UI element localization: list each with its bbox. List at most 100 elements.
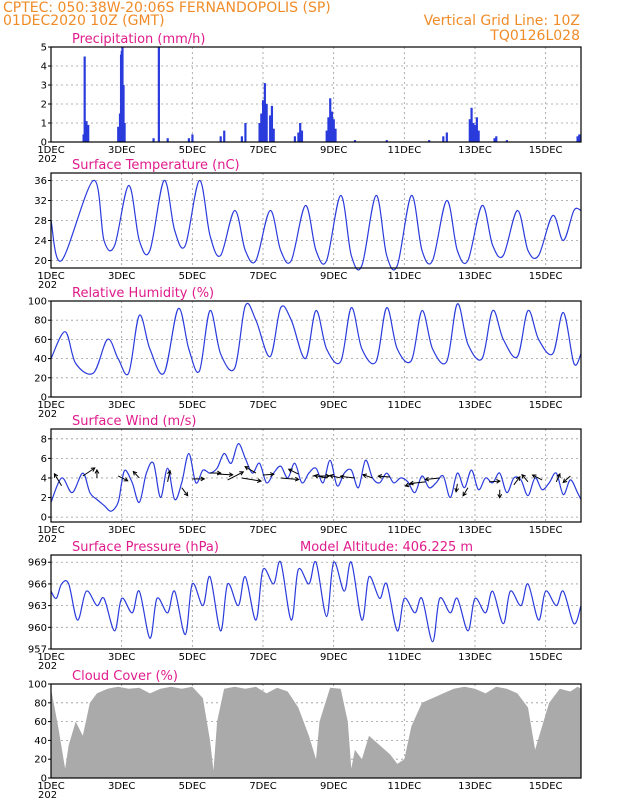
cloud-ytick-2: 40 [34, 736, 47, 747]
precip-bar-4 [117, 126, 120, 142]
cloud-frame [50, 683, 582, 779]
rh-xtick-7: 15DEC [529, 400, 563, 411]
wind-arrow-2 [94, 468, 100, 478]
wind-arrow-30 [521, 473, 529, 483]
precip-ytick-3: 3 [41, 81, 47, 92]
pressure-xtick-2: 5DEC [179, 652, 206, 663]
precip-bar-1 [83, 56, 86, 142]
precip-xtick-6: 13DEC [458, 145, 492, 156]
wind-arrow-head-13 [269, 472, 275, 477]
rh-frame [50, 300, 582, 398]
wind-arrow-head-12 [244, 466, 250, 471]
pressure-xtick-5: 11DEC [387, 652, 421, 663]
pressure-xtick-6: 13DEC [458, 652, 492, 663]
temp-xtick-2: 5DEC [179, 271, 206, 282]
wind-arrow-shaft-19 [340, 475, 355, 479]
cloud-ytick-1: 20 [34, 755, 47, 766]
wind-arrow-15 [287, 468, 299, 475]
cloud-xtick-4: 9DEC [320, 781, 347, 792]
wind-arrow-shaft-31 [532, 474, 543, 481]
wind-arrow-shaft-18 [329, 475, 341, 479]
rh-xtick-5: 11DEC [387, 400, 421, 411]
pressure-line [50, 560, 582, 643]
wind-arrow-shaft-5 [167, 470, 171, 482]
precip-bar-38 [353, 140, 357, 142]
precip-bar-17 [223, 130, 226, 142]
precip-xtick-0: 1DEC [37, 145, 64, 156]
cloud-panel: 0 20 40 60 80 100 1DEC 3DEC 5DEC 7DEC 9DEC 11DEC 13D… [28, 669, 582, 800]
wind-arrow-shaft-26 [462, 487, 469, 496]
precip-bar-23 [263, 83, 266, 142]
precip-bar-37 [334, 128, 337, 142]
precip-bar-43 [468, 119, 471, 142]
rh-panel: 0 20 40 60 80 100 1DEC 3DEC 5DEC 7DEC 9DEC 11DEC 13D… [28, 286, 582, 420]
wind-ytick-3: 6 [41, 454, 47, 465]
precip-bar-20 [258, 123, 261, 142]
cloud-area [51, 686, 581, 778]
wind-ytick-2: 4 [41, 473, 47, 484]
precip-xtick-1: 3DEC [108, 145, 135, 156]
precip-bar-2 [85, 121, 88, 142]
wind-xtick-5: 11DEC [387, 525, 421, 536]
wind-arrow-head-11 [257, 478, 263, 483]
wind-arrow-head-6 [183, 491, 189, 497]
wind-arrow-shaft-6 [181, 487, 189, 497]
wind-arrow-shaft-33 [562, 475, 571, 483]
temp-line [50, 179, 582, 271]
precip-bar-19 [244, 123, 247, 142]
rh-xtick-2: 5DEC [179, 400, 206, 411]
wind-arrow-head-25 [454, 487, 459, 493]
wind-arrow-0 [53, 472, 63, 487]
wind-arrow-17 [313, 473, 327, 479]
cloud-ytick-0: 0 [41, 774, 47, 785]
wind-arrow-head-20 [361, 473, 367, 479]
pressure-frame [50, 554, 582, 650]
precip-bar-47 [475, 117, 478, 142]
temp-ytick-3: 32 [34, 196, 47, 207]
cloud-ytick-3: 60 [34, 717, 47, 728]
cloud-xtick-0: 1DEC [37, 781, 64, 792]
rh-xtick-1: 3DEC [108, 400, 135, 411]
wind-arrow-head-28 [497, 493, 503, 499]
precip-ytick-1: 1 [41, 119, 47, 130]
precip-bar-30 [299, 123, 302, 142]
wind-arrow-head-5 [167, 469, 172, 475]
precip-bar-53 [578, 134, 581, 142]
wind-arrow-shaft-32 [555, 473, 561, 483]
precip-xtick-2: 5DEC [179, 145, 206, 156]
precip-bar-42 [445, 132, 448, 142]
cloud-xtick-5: 11DEC [387, 781, 421, 792]
rh-xtick-0: 1DEC [37, 400, 64, 411]
cloud-ytick-5: 100 [28, 680, 47, 691]
pressure-xtick-4: 9DEC [320, 652, 347, 663]
precip-bar-9 [122, 85, 125, 142]
wind-arrow-head-23 [408, 480, 414, 486]
wind-arrow-25 [454, 483, 459, 493]
wind-arrow-shaft-3 [117, 475, 128, 482]
precip-xtick-7: 15DEC [529, 145, 563, 156]
pressure-year-cut: 202 [38, 661, 57, 672]
precip-bar-48 [477, 130, 480, 142]
wind-arrow-12 [244, 466, 257, 474]
precip-bar-22 [262, 100, 265, 142]
wind-arrow-head-19 [339, 474, 345, 480]
pressure-xtick-7: 15DEC [529, 652, 563, 663]
precip-bar-24 [265, 104, 268, 142]
wind-ytick-1: 2 [41, 493, 47, 504]
wind-arrow-7 [192, 476, 206, 482]
wind-arrow-24 [424, 476, 440, 482]
pressure-panel: 957 960 963 966 969 1DEC 3DEC 5DEC 7DEC 9DEC 11DEC… [28, 540, 582, 672]
precip-bar-15 [191, 134, 194, 142]
rh-year-cut: 202 [38, 409, 57, 420]
precip-bar-25 [269, 115, 272, 142]
pressure-ytick-1: 960 [28, 623, 47, 634]
pressure-subtitle: Model Altitude: 406.225 m [300, 540, 473, 555]
wind-arrow-23 [408, 480, 426, 486]
wind-arrow-6 [181, 487, 189, 497]
precip-bar-32 [325, 130, 328, 142]
precip-bar-33 [327, 117, 330, 142]
rh-ytick-2: 40 [34, 354, 47, 365]
precip-bar-40 [428, 140, 431, 142]
cloud-xtick-3: 7DEC [249, 781, 276, 792]
